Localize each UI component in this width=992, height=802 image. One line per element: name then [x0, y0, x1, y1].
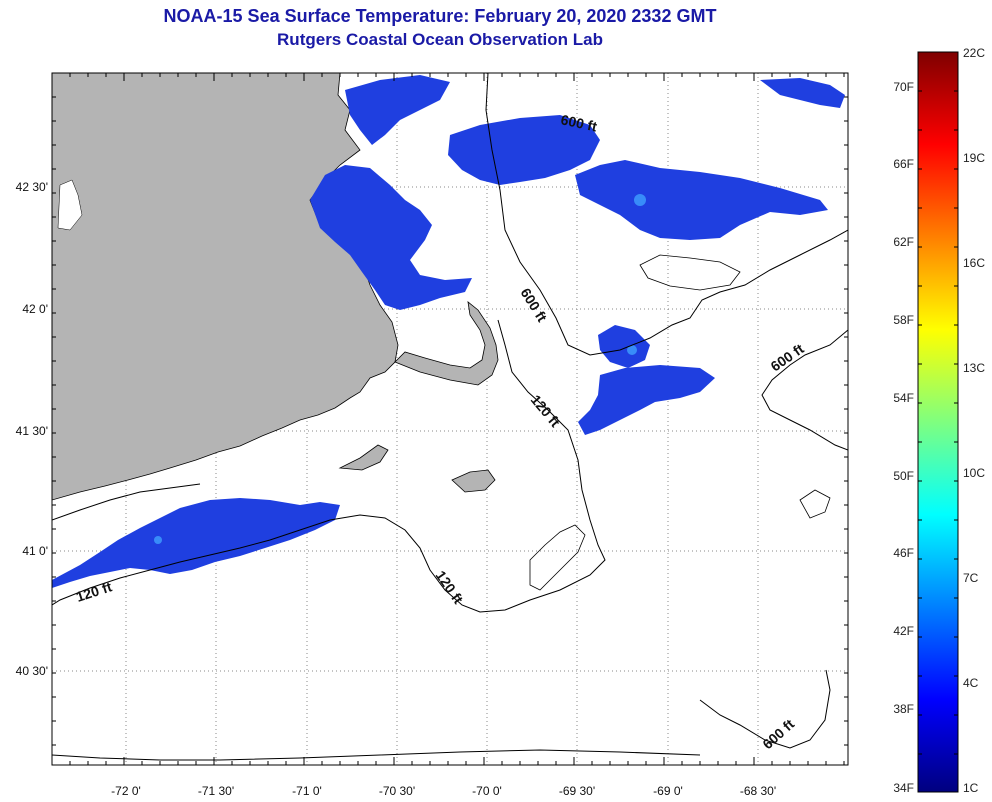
colorbar-c-label: 1C — [963, 781, 979, 795]
colorbar-f-label: 38F — [893, 702, 914, 716]
lon-label: -69 30' — [559, 784, 595, 798]
lon-label: -70 30' — [379, 784, 415, 798]
lon-label: -68 30' — [740, 784, 776, 798]
colorbar-f-label: 42F — [893, 624, 914, 638]
land-cape-cod — [394, 301, 499, 386]
sst-data-layer — [52, 75, 845, 588]
lat-label: 41 0' — [22, 544, 48, 558]
colorbar-f-label: 62F — [893, 235, 914, 249]
colorbar-f-label: 54F — [893, 391, 914, 405]
colorbar-c-label: 4C — [963, 676, 979, 690]
colorbar-f-label: 58F — [893, 313, 914, 327]
colorbar-c-label: 10C — [963, 466, 985, 480]
map-subtitle: Rutgers Coastal Ocean Observation Lab — [277, 30, 603, 49]
lon-label: -72 0' — [111, 784, 141, 798]
colorbar-c-label: 13C — [963, 361, 985, 375]
lon-label: -71 0' — [292, 784, 322, 798]
colorbar-c-label: 19C — [963, 151, 985, 165]
land-nantucket — [451, 469, 496, 493]
lon-label: -69 0' — [653, 784, 683, 798]
lat-label: 42 0' — [22, 302, 48, 316]
lon-label: -70 0' — [472, 784, 502, 798]
colorbar-f-label: 50F — [893, 469, 914, 483]
colorbar-f-label: 34F — [893, 781, 914, 795]
land-mainland — [52, 73, 399, 501]
lon-label: -71 30' — [198, 784, 234, 798]
colorbar — [917, 51, 959, 793]
bathymetry-contours — [52, 73, 848, 761]
colorbar-f-label: 70F — [893, 80, 914, 94]
lat-label: 40 30' — [16, 664, 48, 678]
lat-label: 42 30' — [16, 180, 48, 194]
map-frame — [51, 72, 849, 766]
land-marthas-vineyard — [338, 444, 389, 471]
lat-label: 41 30' — [16, 424, 48, 438]
colorbar-c-label: 22C — [963, 46, 985, 60]
colorbar-c-label: 7C — [963, 571, 979, 585]
map-title: NOAA-15 Sea Surface Temperature: Februar… — [163, 6, 717, 26]
contour-label: 600 ft — [559, 111, 598, 134]
colorbar-f-label: 66F — [893, 157, 914, 171]
colorbar-f-label: 46F — [893, 546, 914, 560]
colorbar-c-label: 16C — [963, 256, 985, 270]
